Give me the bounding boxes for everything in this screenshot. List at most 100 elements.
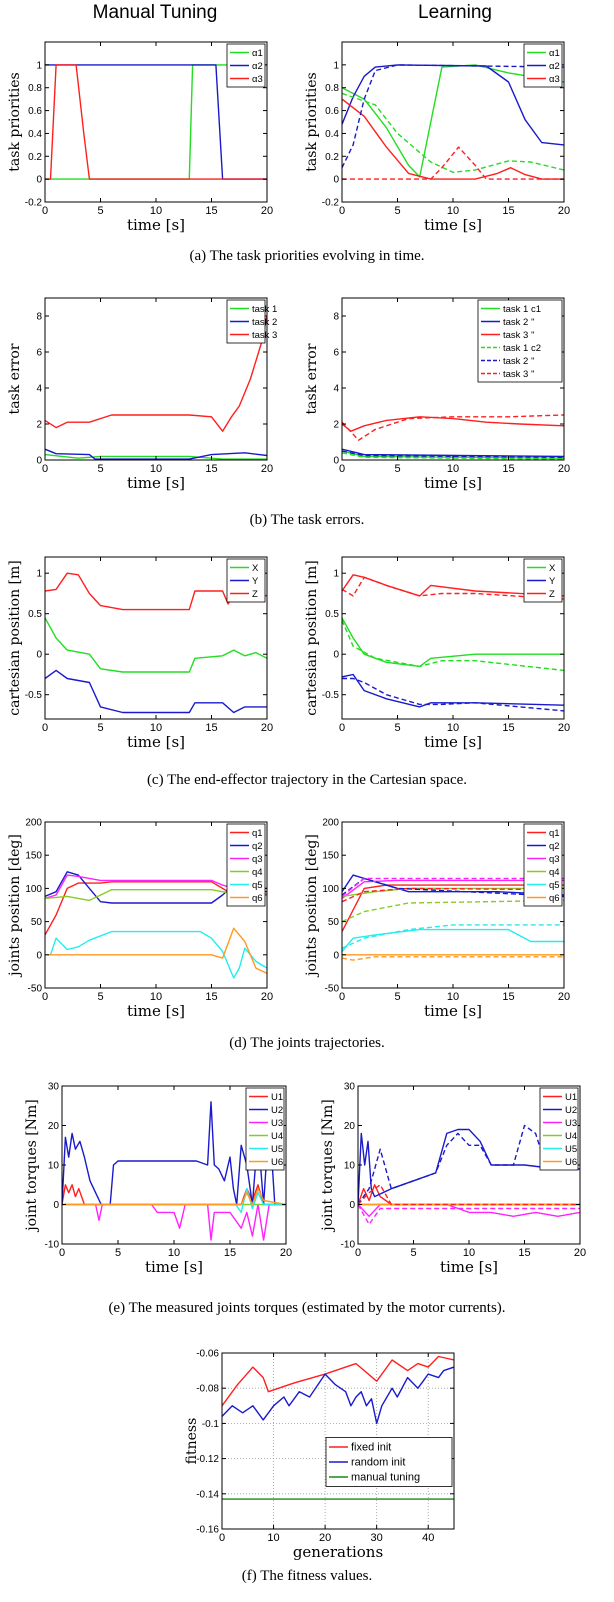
legend-label: q2 <box>549 841 560 852</box>
y-tick-label: 0.8 <box>28 83 42 94</box>
series-line-dashed-5 <box>342 576 564 600</box>
caption-b: (b) The task errors. <box>249 512 365 528</box>
y-tick-label: -50 <box>325 984 340 995</box>
legend: U1 U2 U3 U4 U5 U6 <box>245 1087 285 1171</box>
y-tick-label: 0 <box>36 950 42 961</box>
x-tick-label: 5 <box>394 991 400 1003</box>
legend-label: q5 <box>252 880 263 891</box>
x-tick-label: 5 <box>394 205 400 217</box>
legend-label: α1 <box>252 48 263 59</box>
x-tick-label: 5 <box>410 1247 416 1259</box>
legend-label: U1 <box>565 1092 577 1103</box>
y-tick-label: 6 <box>36 348 42 359</box>
legend: fixed init random init manual tuning <box>325 1437 453 1487</box>
y-tick-label: 200 <box>25 818 42 829</box>
y-axis-label: task priorities <box>7 72 23 171</box>
series-line-q3 <box>342 879 564 899</box>
legend-label: q6 <box>252 893 263 904</box>
legend-label: α2 <box>252 61 263 72</box>
y-tick-label: -10 <box>45 1240 60 1251</box>
y-tick-label: 0 <box>53 1200 59 1211</box>
legend-label: X <box>252 563 259 574</box>
x-tick-label: 20 <box>280 1247 292 1259</box>
x-tick-label: 20 <box>261 463 273 475</box>
series-line-dashed-4 <box>342 677 564 712</box>
x-tick-label: 20 <box>319 1532 331 1544</box>
legend: XYZ <box>226 558 266 603</box>
x-tick-label: 15 <box>205 991 217 1003</box>
x-tick-label: 20 <box>558 991 570 1003</box>
y-tick-label: 50 <box>328 917 340 928</box>
legend-label: U6 <box>565 1157 577 1168</box>
legend-label: Z <box>549 589 555 600</box>
x-tick-label: 10 <box>150 991 162 1003</box>
y-tick-label: 0.8 <box>325 83 339 94</box>
legend-label: q2 <box>252 841 263 852</box>
series-line-task-3 <box>45 315 267 432</box>
series-group <box>62 1101 286 1241</box>
legend-label: Y <box>252 576 259 587</box>
series-line-U3 <box>358 1203 580 1217</box>
y-tick-label: 0.4 <box>325 129 339 140</box>
y-tick-label: 10 <box>48 1161 60 1172</box>
x-axis-label: time [s] <box>127 216 185 234</box>
y-tick-label: 1 <box>333 60 339 71</box>
x-tick-label: 10 <box>168 1247 180 1259</box>
legend: α1 α2 α3 <box>523 43 563 88</box>
x-tick-label: 10 <box>150 463 162 475</box>
x-axis-label: time [s] <box>145 1258 203 1276</box>
y-tick-label: 4 <box>333 384 339 395</box>
y-axis-label: joint torques [Nm] <box>24 1099 40 1232</box>
y-tick-label: -0.06 <box>196 1349 219 1360</box>
y-axis-label: fitness <box>184 1418 200 1465</box>
series-line-dashed-8 <box>342 877 564 897</box>
y-tick-label: 0.4 <box>28 129 42 140</box>
series-line-X <box>342 617 564 668</box>
y-tick-label: 0 <box>36 456 42 467</box>
series-line-dashed-8 <box>358 1204 580 1225</box>
y-tick-label: -0.2 <box>25 198 43 209</box>
legend-label: U1 <box>271 1092 283 1103</box>
x-tick-label: 10 <box>150 722 162 734</box>
legend-label: fixed init <box>351 1441 391 1453</box>
legend-label: task 2 <box>252 317 277 328</box>
x-axis-label: time [s] <box>424 1002 482 1020</box>
x-tick-label: 30 <box>371 1532 383 1544</box>
legend-box <box>477 299 563 383</box>
y-axis-label: cartesian position [m] <box>304 560 320 716</box>
x-tick-label: 0 <box>339 722 345 734</box>
series-group <box>342 574 564 712</box>
series-line-Y <box>342 673 564 708</box>
series-line-task-2- <box>342 450 564 458</box>
legend-label: U2 <box>565 1105 577 1116</box>
series-line-Y <box>45 669 267 714</box>
x-axis-label: time [s] <box>127 1002 185 1020</box>
series-group <box>342 874 564 961</box>
series-line-q1 <box>342 884 564 932</box>
chart-c-left: 0 5 10 15 20 -0.5 0 0.5 1 time [s] cartesian posit… <box>7 556 273 751</box>
x-tick-label: 20 <box>261 991 273 1003</box>
series-line-dashed-6 <box>342 887 564 903</box>
series-line-dashed-5 <box>342 146 564 180</box>
chart-c-right: 0 5 10 15 20 -0.5 0 0.5 1 time [s] cartesian posit… <box>304 556 570 751</box>
y-tick-label: 8 <box>36 312 42 323</box>
series-line-q5 <box>342 928 564 952</box>
x-axis-label: time [s] <box>440 1258 498 1276</box>
x-tick-label: 20 <box>558 722 570 734</box>
legend-label: task 3 '' <box>503 330 535 341</box>
y-tick-label: 100 <box>25 884 42 895</box>
x-tick-label: 10 <box>447 722 459 734</box>
y-tick-label: 0 <box>349 1200 355 1211</box>
y-tick-label: 10 <box>344 1161 356 1172</box>
y-tick-label: -0.5 <box>322 690 340 701</box>
legend-label: task 1 <box>252 304 277 315</box>
y-tick-label: 0 <box>36 175 42 186</box>
series-group <box>222 1355 454 1500</box>
axes-frame <box>221 1352 455 1530</box>
legend-label: task 2 '' <box>503 356 535 367</box>
